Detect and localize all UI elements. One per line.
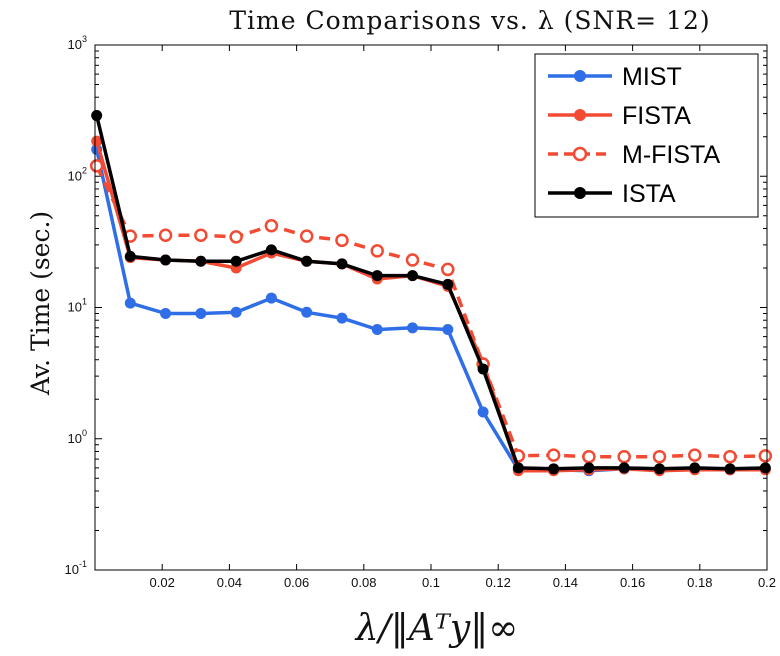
data-point-ista	[160, 254, 172, 266]
data-point-m-fista	[89, 159, 104, 173]
data-point-mist	[124, 297, 136, 309]
data-point-ista	[124, 250, 136, 262]
legend-marker-fista	[574, 109, 586, 121]
x-tick-label: 0.1	[422, 575, 440, 590]
y-tick-label: 10-1	[65, 559, 87, 577]
data-point-m-fista	[758, 449, 773, 463]
data-point-mist	[371, 323, 383, 335]
data-point-m-fista	[194, 228, 208, 243]
x-tick-label: 0.12	[486, 575, 511, 590]
data-point-fista	[91, 135, 103, 147]
data-point-ista	[618, 462, 630, 474]
data-point-m-fista	[335, 233, 349, 248]
data-point-ista	[91, 110, 103, 122]
data-point-mist	[477, 406, 489, 418]
data-point-ista	[230, 255, 242, 267]
x-tick-label: 0.02	[150, 575, 175, 590]
data-point-m-fista	[617, 449, 631, 464]
y-tick-exponent: -1	[79, 559, 87, 569]
data-point-mist	[407, 322, 419, 334]
plot-frame	[94, 44, 768, 571]
legend-marker-ista	[574, 187, 586, 199]
legend-marker-mist	[574, 70, 586, 82]
data-point-mist	[230, 306, 242, 318]
y-tick-exponent: 3	[82, 34, 87, 44]
x-tick-label: 0.16	[620, 575, 645, 590]
data-point-ista	[442, 278, 454, 290]
y-tick-label: 101	[68, 297, 87, 315]
y-axis-label: Av. Time (sec.)	[26, 211, 55, 396]
data-point-mist	[336, 312, 348, 324]
data-point-ista	[759, 462, 771, 474]
data-point-m-fista	[688, 448, 702, 462]
y-tick-exponent: 1	[82, 297, 87, 307]
x-tick-label: 0.2	[758, 575, 776, 590]
x-tick-label: 0.04	[217, 575, 242, 590]
data-point-ista	[336, 258, 348, 270]
data-point-ista	[407, 270, 419, 282]
data-point-ista	[301, 255, 313, 267]
data-point-ista	[195, 255, 207, 267]
y-tick-label: 100	[68, 428, 87, 446]
data-point-mist	[195, 308, 207, 320]
data-point-ista	[689, 462, 701, 474]
legend-label-mist: MIST	[622, 63, 682, 91]
data-point-mist	[265, 292, 277, 304]
data-point-m-fista	[158, 228, 173, 243]
data-point-m-fista	[370, 244, 384, 258]
data-point-m-fista	[652, 449, 667, 464]
data-point-ista	[548, 463, 560, 475]
x-tick-label: 0.08	[351, 575, 376, 590]
data-point-ista	[653, 463, 665, 475]
data-point-ista	[724, 463, 736, 475]
data-point-mist	[442, 323, 454, 335]
series-line-ista	[94, 115, 766, 471]
data-point-ista	[371, 270, 383, 282]
data-point-m-fista	[264, 218, 279, 233]
data-point-mist	[160, 308, 172, 320]
data-point-ista	[583, 462, 595, 474]
legend-marker-m-fista	[572, 146, 588, 162]
legend-box	[534, 53, 759, 218]
data-point-m-fista	[546, 448, 561, 462]
data-point-m-fista	[405, 253, 420, 267]
y-tick-label: 102	[68, 165, 87, 183]
data-point-ista	[265, 244, 277, 256]
data-point-ista	[477, 363, 489, 375]
y-tick-exponent: 0	[82, 428, 87, 438]
y-tick-label: 103	[68, 34, 87, 52]
legend-label-ista: ISTA	[622, 180, 676, 208]
x-tick-label: 0.06	[284, 575, 309, 590]
data-point-m-fista	[299, 229, 314, 243]
data-point-ista	[512, 462, 524, 474]
data-point-m-fista	[441, 262, 455, 277]
data-point-m-fista	[582, 449, 596, 464]
y-tick-exponent: 2	[82, 165, 87, 175]
x-axis-label: λ/‖Aᵀy‖∞	[354, 608, 518, 649]
chart-title: Time Comparisons vs. λ (SNR= 12)	[229, 6, 710, 35]
x-tick-label: 0.18	[687, 575, 712, 590]
x-tick-label: 0.14	[553, 575, 578, 590]
legend-label-m-fista: M-FISTA	[622, 141, 720, 169]
data-point-m-fista	[723, 449, 737, 464]
data-point-m-fista	[229, 230, 243, 244]
data-point-mist	[301, 306, 313, 318]
legend-label-fista: FISTA	[622, 102, 691, 130]
